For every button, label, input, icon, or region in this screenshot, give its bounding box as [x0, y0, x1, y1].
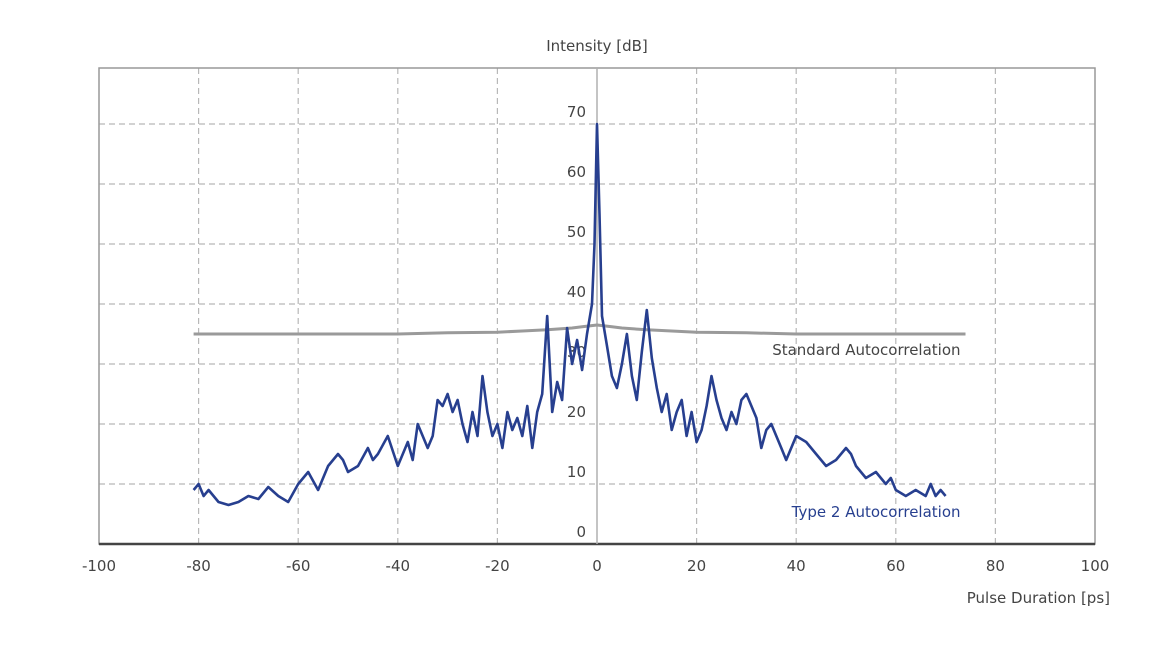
- type2-autocorrelation-line: [192, 122, 947, 507]
- y-tick-label: 50: [567, 223, 586, 241]
- type2-autocorrelation-label: Type 2 Autocorrelation: [791, 503, 961, 521]
- x-tick-label: 100: [1081, 557, 1110, 575]
- x-tick-label: 80: [986, 557, 1005, 575]
- y-tick-label: 60: [567, 163, 586, 181]
- y-tick-label: 40: [567, 283, 586, 301]
- x-tick-label: -20: [485, 557, 510, 575]
- x-axis-title: Pulse Duration [ps]: [967, 589, 1110, 607]
- grid: [99, 68, 1095, 544]
- x-tick-label: -40: [386, 557, 411, 575]
- x-tick-label: 0: [592, 557, 602, 575]
- standard-autocorrelation-label: Standard Autocorrelation: [772, 341, 960, 359]
- y-tick-label: 20: [567, 403, 586, 421]
- x-tick-label: -100: [82, 557, 116, 575]
- series-labels: Standard Autocorrelation Type 2 Autocorre…: [772, 341, 960, 521]
- x-tick-label: 60: [886, 557, 905, 575]
- x-tick-label: 20: [687, 557, 706, 575]
- tick-labels: -100 -80 -60 -40 -20 0 20 40 60 80 100010203040506…: [82, 103, 1109, 575]
- x-tick-label: -80: [186, 557, 211, 575]
- y-tick-label: 0: [576, 523, 586, 541]
- y-axis-title: Intensity [dB]: [546, 37, 648, 55]
- y-tick-label: 70: [567, 103, 586, 121]
- x-tick-label: 40: [787, 557, 806, 575]
- standard-autocorrelation-line: [193, 323, 966, 336]
- x-tick-label: -60: [286, 557, 311, 575]
- y-tick-label: 10: [567, 463, 586, 481]
- series: [192, 122, 966, 507]
